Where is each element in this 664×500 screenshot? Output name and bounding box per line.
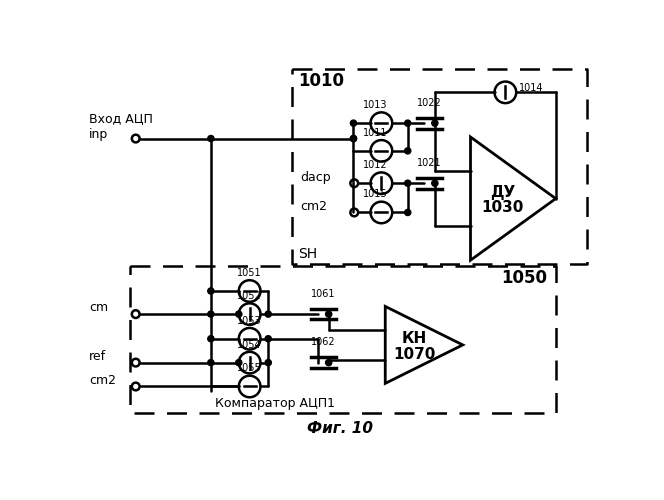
Circle shape [404,148,411,154]
Circle shape [208,136,214,141]
Text: 1062: 1062 [311,337,335,347]
Circle shape [351,136,357,141]
Circle shape [265,336,272,342]
Circle shape [236,360,242,366]
Text: 1030: 1030 [481,200,524,216]
Text: 1011: 1011 [363,128,387,138]
Text: Компаратор АЦП1: Компаратор АЦП1 [214,396,335,409]
Circle shape [208,311,214,317]
Circle shape [404,180,411,186]
Text: inp: inp [89,128,108,141]
Text: cm: cm [89,302,108,314]
Circle shape [404,120,411,126]
Circle shape [325,360,332,366]
Circle shape [325,311,332,317]
Text: Фиг. 10: Фиг. 10 [307,421,373,436]
Text: dacp: dacp [300,170,331,183]
Text: cm2: cm2 [300,200,327,213]
Circle shape [432,180,438,186]
Text: 1012: 1012 [363,160,388,170]
Circle shape [351,120,357,126]
Text: 1013: 1013 [363,100,387,110]
Circle shape [404,210,411,216]
Text: 1051: 1051 [237,268,262,278]
Circle shape [236,311,242,317]
Text: SH: SH [298,247,317,261]
Text: 1021: 1021 [417,158,442,168]
Circle shape [208,288,214,294]
Text: 1014: 1014 [519,84,544,94]
Text: 1022: 1022 [417,98,442,108]
Text: 1010: 1010 [298,72,345,90]
Circle shape [432,120,438,126]
Circle shape [351,136,357,141]
Text: 1052: 1052 [237,291,262,301]
Circle shape [265,360,272,366]
Circle shape [208,360,214,366]
Text: 1053: 1053 [237,316,262,326]
Text: КН: КН [402,331,428,346]
Circle shape [208,336,214,342]
Text: 1054: 1054 [237,340,262,349]
Text: ref: ref [89,350,106,363]
Text: cm2: cm2 [89,374,116,387]
Text: 1070: 1070 [394,346,436,362]
Text: 1055: 1055 [237,364,262,374]
Text: Вход АЦП: Вход АЦП [89,112,153,126]
Circle shape [265,311,272,317]
Text: ДУ: ДУ [490,185,515,200]
Text: 1050: 1050 [501,270,548,287]
Text: 1061: 1061 [311,288,335,298]
Text: 1015: 1015 [363,190,388,200]
